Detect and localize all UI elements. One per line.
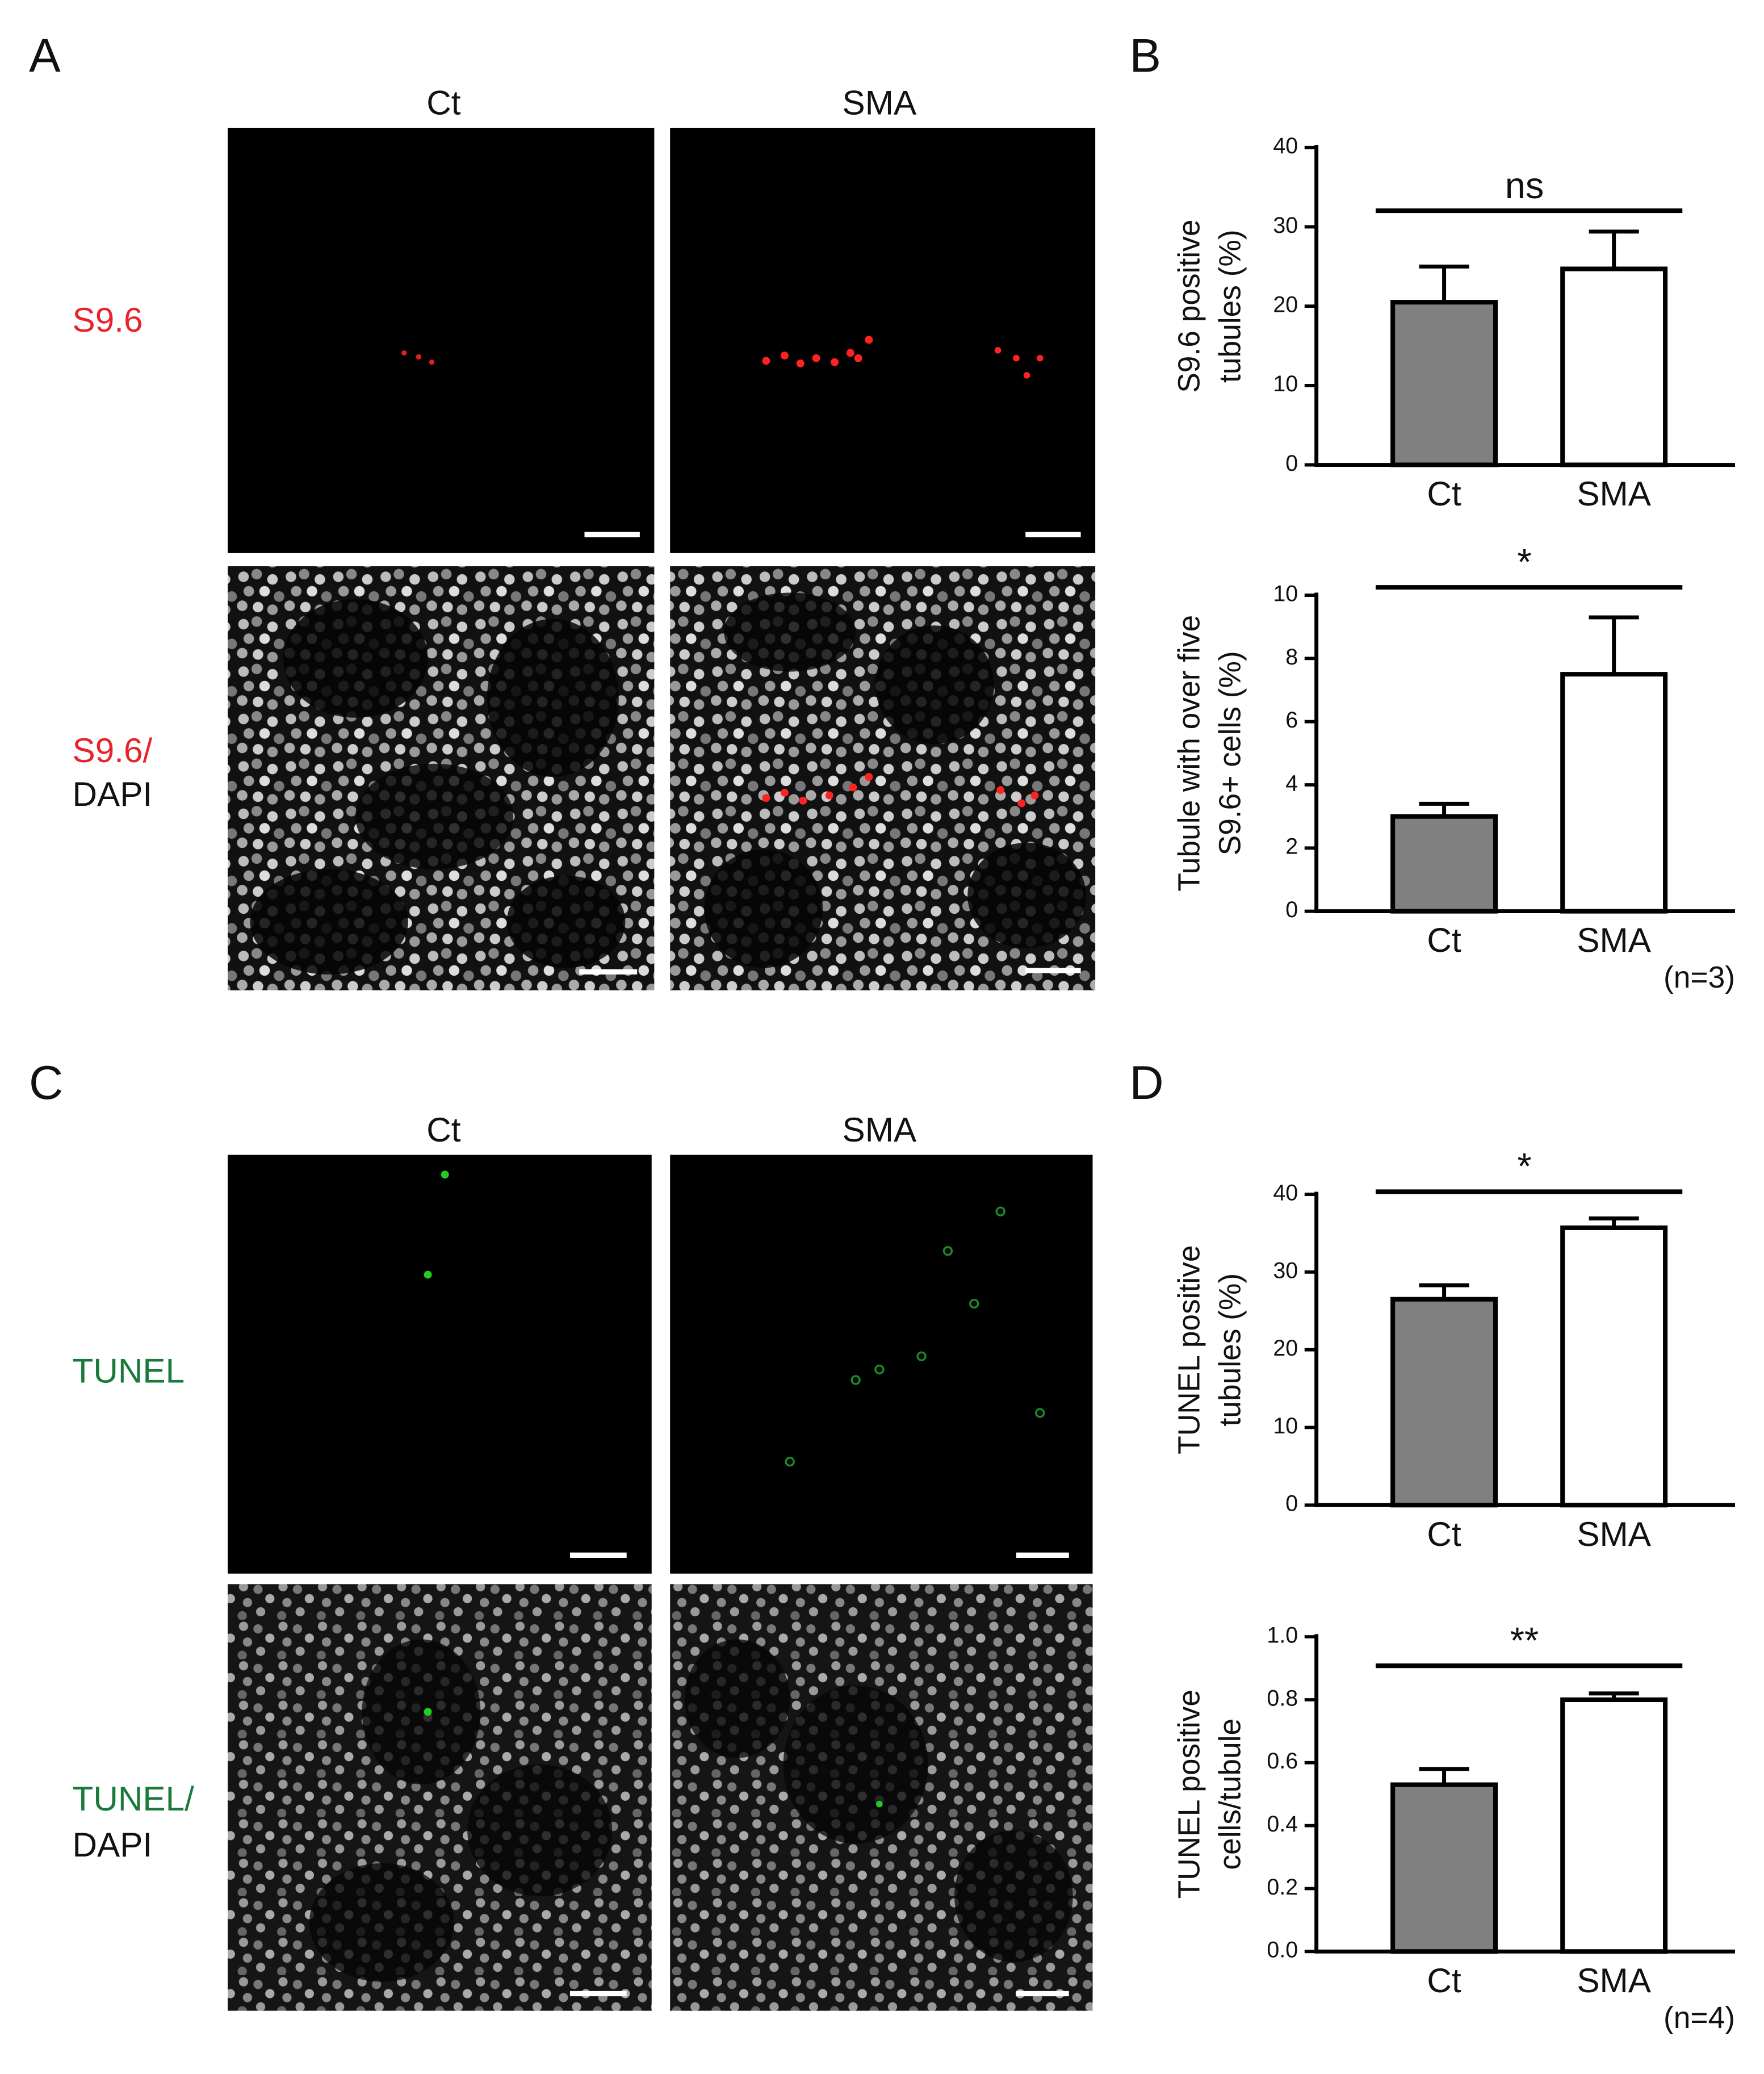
y-tick-label: 30 [1273, 213, 1298, 238]
bar [1390, 1782, 1498, 1954]
significance-label: * [1517, 1145, 1531, 1187]
bar [1390, 814, 1498, 914]
micrograph [228, 566, 655, 990]
row-label: TUNEL/ [73, 1779, 195, 1818]
y-tick-label: 30 [1273, 1258, 1298, 1283]
y-tick-label: 0 [1285, 451, 1298, 476]
row-label: TUNEL [73, 1351, 185, 1390]
sample-size-note: (n=4) [1664, 2001, 1735, 2035]
y-tick-label: 20 [1273, 1336, 1298, 1361]
y-tick-label: 0.8 [1267, 1686, 1298, 1711]
micrograph [228, 1155, 652, 1574]
y-axis-label: TUNEL positive [1172, 1245, 1206, 1454]
y-tick-label: 0.4 [1267, 1812, 1298, 1837]
x-tick-label: SMA [1577, 921, 1651, 959]
y-tick-label: 6 [1285, 708, 1298, 733]
column-label: Ct [426, 1110, 461, 1149]
bar [1390, 300, 1498, 467]
micrograph [670, 1584, 1093, 2011]
bar [1560, 1225, 1668, 1508]
micrograph [670, 1155, 1093, 1574]
y-axis-label: cells/tubule [1213, 1718, 1247, 1870]
x-tick-label: Ct [1427, 921, 1461, 959]
x-tick-label: Ct [1427, 474, 1461, 513]
micrograph [670, 127, 1096, 553]
bar [1390, 1297, 1498, 1508]
panel-label: A [29, 28, 61, 82]
row-label: S9.6/ [73, 731, 153, 770]
significance-label: ns [1505, 165, 1544, 206]
y-tick-label: 20 [1273, 292, 1298, 317]
y-tick-label: 0.0 [1267, 1938, 1298, 1963]
panel-label: D [1129, 1056, 1163, 1109]
row-label: DAPI [73, 1825, 153, 1864]
y-tick-label: 40 [1273, 133, 1298, 158]
micrograph [228, 1584, 652, 2011]
y-tick-label: 2 [1285, 834, 1298, 859]
y-axis-label: S9.6 positive [1172, 220, 1206, 393]
x-tick-label: SMA [1577, 1515, 1651, 1553]
column-label: SMA [843, 1110, 917, 1149]
sample-size-note: (n=3) [1664, 961, 1735, 994]
panel-label: B [1129, 28, 1161, 82]
significance-label: * [1517, 541, 1531, 583]
y-tick-label: 0 [1285, 1491, 1298, 1516]
column-label: Ct [426, 83, 461, 122]
x-tick-label: Ct [1427, 1961, 1461, 2000]
y-tick-label: 10 [1273, 1414, 1298, 1439]
y-tick-label: 0 [1285, 897, 1298, 922]
y-axis-label: S9.6+ cells (%) [1213, 651, 1247, 855]
x-tick-label: Ct [1427, 1515, 1461, 1553]
y-tick-label: 1.0 [1267, 1623, 1298, 1648]
y-axis-label: tubules (%) [1213, 1273, 1247, 1427]
bar [1560, 266, 1668, 467]
y-tick-label: 4 [1285, 771, 1298, 796]
y-tick-label: 0.2 [1267, 1875, 1298, 1900]
x-tick-label: SMA [1577, 1961, 1651, 2000]
y-axis-label: Tubule with over five [1172, 615, 1206, 892]
bar [1560, 1697, 1668, 1954]
significance-label: ** [1510, 1620, 1539, 1661]
panel-label: C [29, 1056, 63, 1109]
y-tick-label: 10 [1273, 371, 1298, 396]
y-axis-label: tubules (%) [1213, 229, 1247, 383]
row-label: S9.6 [73, 300, 143, 339]
y-tick-label: 8 [1285, 645, 1298, 670]
y-tick-label: 40 [1273, 1180, 1298, 1205]
y-axis-label: TUNEL positive [1172, 1690, 1206, 1899]
bar [1560, 672, 1668, 914]
micrograph [228, 127, 655, 553]
x-tick-label: SMA [1577, 474, 1651, 513]
row-label: DAPI [73, 775, 153, 813]
column-label: SMA [843, 83, 917, 122]
y-tick-label: 0.6 [1267, 1749, 1298, 1774]
y-tick-label: 10 [1273, 581, 1298, 606]
micrograph [670, 566, 1096, 990]
